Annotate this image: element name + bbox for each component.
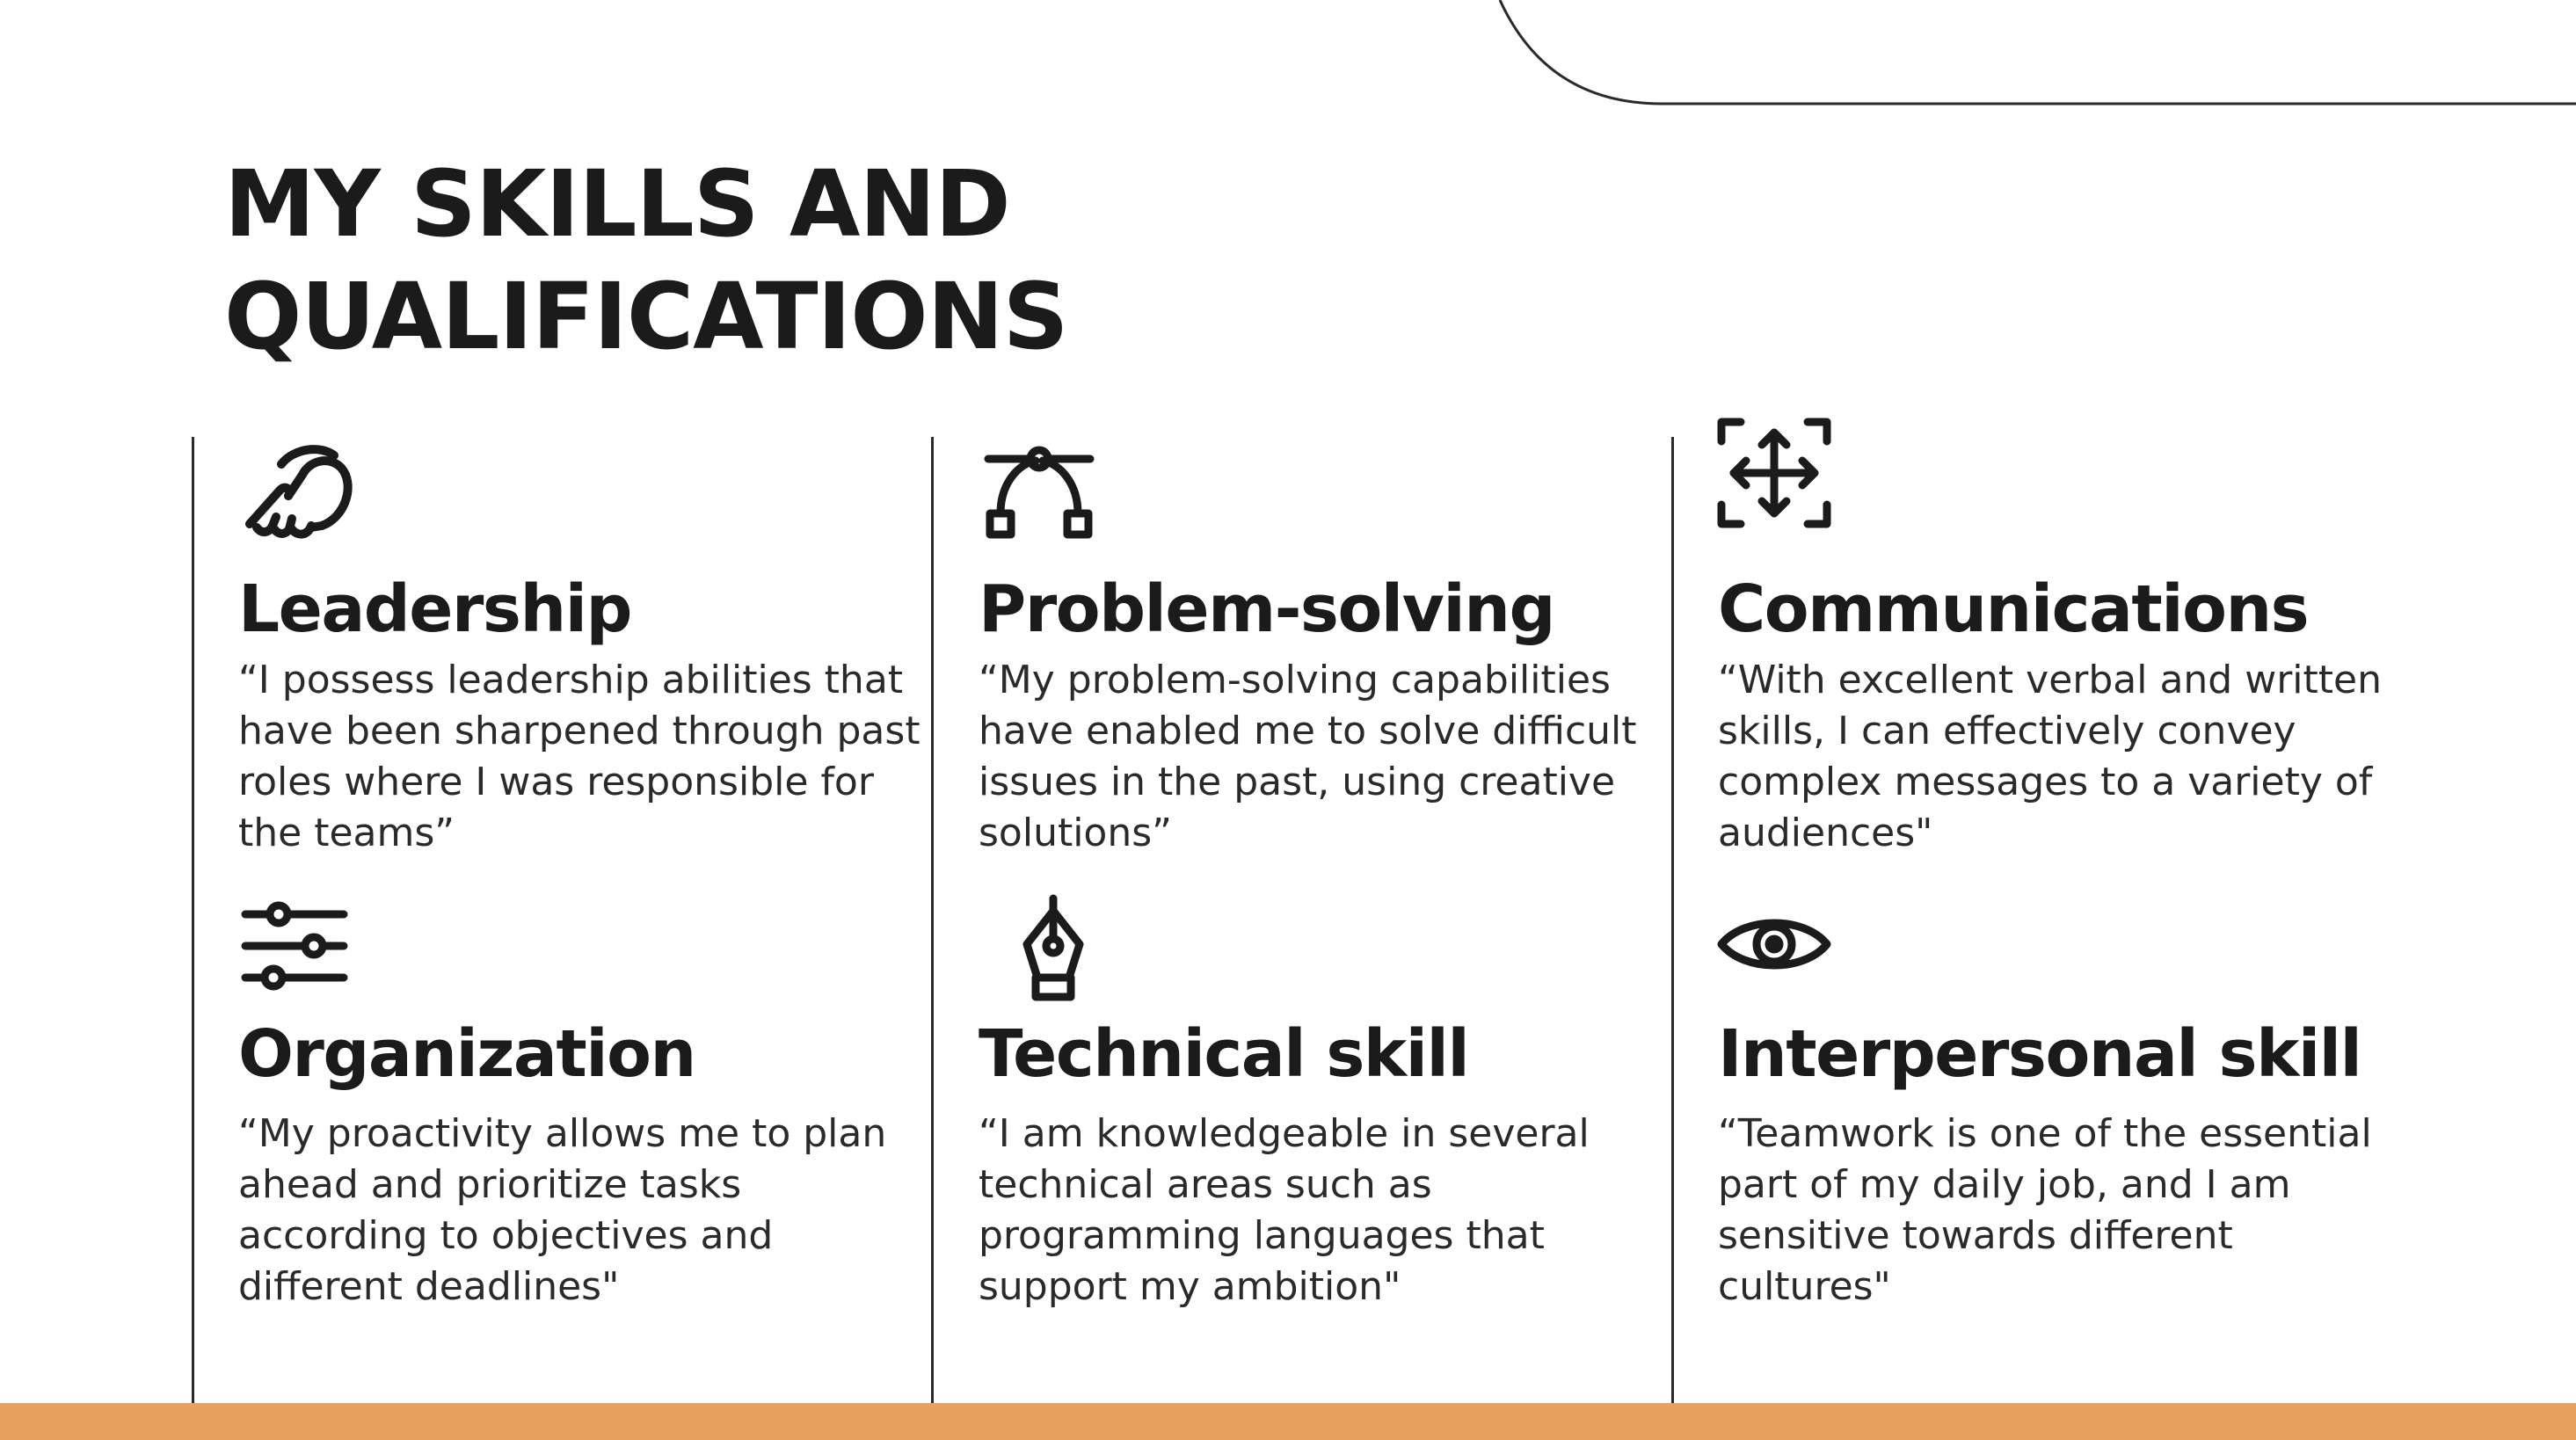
skill-title-communications: Communications [1718, 571, 2310, 647]
pointing-hand-icon [230, 429, 353, 552]
sliders-icon [233, 884, 356, 1007]
column-divider-2 [931, 437, 934, 1440]
skill-description-problem-solving: “My problem-solving capabilities have en… [979, 658, 1637, 855]
skill-description-technical-skill: “I am knowledgeable in several technical… [979, 1111, 1590, 1309]
skill-description-organization: “My proactivity allows me to plan ahead … [238, 1111, 887, 1309]
skill-description-leadership: “I possess leadership abilities that hav… [238, 658, 921, 855]
skill-title-technical-skill: Technical skill [979, 1016, 1470, 1092]
column-divider-3 [1671, 437, 1674, 1440]
skill-description-communications: “With excellent verbal and written skill… [1718, 658, 2382, 855]
pen-nib-icon [992, 890, 1115, 1013]
skill-title-leadership: Leadership [238, 571, 633, 647]
skill-description-interpersonal-skill: “Teamwork is one of the essential part o… [1718, 1111, 2372, 1309]
eye-icon [1713, 883, 1836, 1006]
skill-title-problem-solving: Problem-solving [979, 571, 1555, 647]
column-divider-1 [192, 437, 194, 1440]
decorative-arc [1498, 0, 2576, 105]
footer-accent-bar [0, 1403, 2576, 1440]
page-title: MY SKILLS AND QUALIFICATIONS [224, 150, 1069, 370]
skill-title-interpersonal-skill: Interpersonal skill [1718, 1016, 2362, 1092]
bezier-curve-icon [978, 433, 1101, 556]
move-arrows-icon [1713, 411, 1836, 535]
skill-title-organization: Organization [238, 1016, 696, 1092]
